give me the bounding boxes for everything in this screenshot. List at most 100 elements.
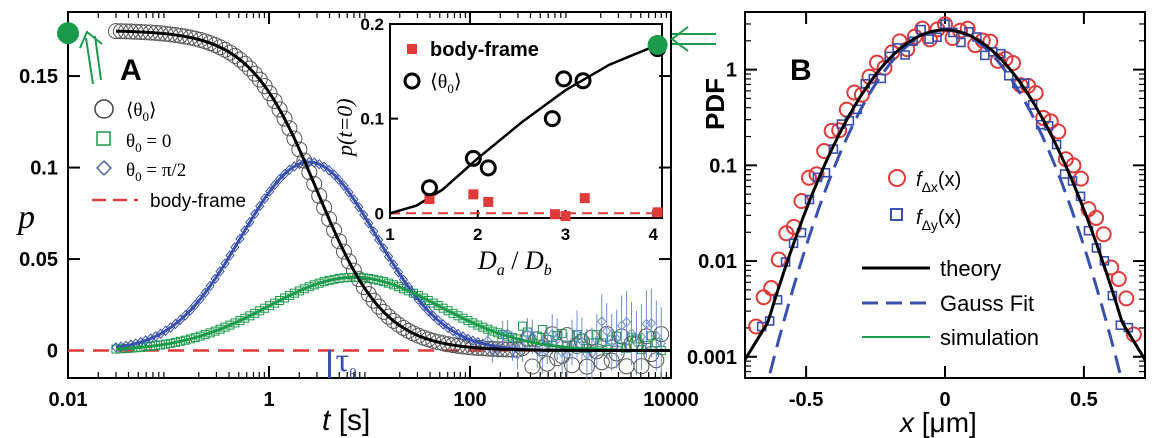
inset-theta-point — [420, 179, 438, 197]
f-dx-point — [1035, 109, 1052, 126]
y-tick-label: 0 — [47, 341, 58, 363]
theta0-avg-point — [286, 130, 303, 147]
panel-b-ticks: -0.5 0 0.5 0.001 0.01 0.1 1 — [687, 11, 1145, 411]
f-dx-point — [1088, 209, 1105, 226]
theta0-pi2-point — [502, 328, 513, 339]
theta0-zero-point — [230, 318, 240, 328]
theta0-avg-point — [360, 286, 377, 303]
inset-body-frame-point — [652, 207, 663, 218]
legend-theta0-pi2-label: θ0 = π/2 — [126, 160, 186, 184]
inset-frame — [389, 23, 663, 219]
inset-theta-point — [464, 149, 482, 167]
theta0-zero-point — [448, 308, 458, 318]
inset-x-tick-label: 1 — [385, 225, 394, 244]
inset-x-tick-label: 4 — [648, 225, 658, 244]
x-tick-label: 100 — [453, 389, 486, 411]
x-tick-label: 10000 — [643, 389, 699, 411]
inset-theta-point — [574, 72, 592, 90]
panel-b-xlabel: x [μm] — [898, 407, 977, 438]
f-dx-point — [1118, 290, 1135, 307]
legend-square-marker — [96, 131, 111, 146]
theta0-pi2-point — [602, 325, 612, 337]
legend-gauss-label: Gauss Fit — [940, 291, 1034, 316]
theta0-zero-point — [255, 306, 265, 316]
theta0-avg-point — [271, 101, 288, 118]
highlight-arrow-a — [79, 30, 103, 85]
panel-b-legend: fΔx(x) fΔy(x) theory Gauss Fit simulatio… — [862, 169, 1039, 350]
inset-legend-square — [407, 44, 417, 54]
inset-theta-point — [543, 110, 561, 128]
legend-square-marker-b — [890, 208, 903, 221]
theta0-zero-point — [517, 321, 527, 331]
theta0-zero-point — [284, 291, 294, 301]
inset-body-frame-point — [549, 209, 560, 220]
f-dy-point — [940, 19, 950, 30]
f-dy-point — [916, 24, 926, 35]
theta0-zero-point — [270, 298, 280, 308]
theta0-pi2-point — [364, 217, 374, 229]
inset-y-tick-label: 0.1 — [360, 110, 384, 129]
theta0-pi2-point — [230, 242, 240, 253]
gauss-fit-curve — [768, 28, 1122, 374]
inset-y-tick-label: 0.2 — [360, 15, 384, 34]
inset-legend-body-frame: body-frame — [430, 39, 539, 61]
f-dx-point — [1110, 271, 1127, 288]
f-dx-point — [755, 289, 772, 306]
theta0-zero-point — [473, 320, 483, 330]
theta0-avg-point — [301, 164, 318, 181]
theta0-avg-point — [380, 308, 397, 325]
inset-body-frame-point — [468, 189, 479, 200]
y-tick-label: 0.05 — [19, 249, 58, 271]
inset-theta-point — [555, 70, 573, 88]
legend-circle-marker — [94, 99, 114, 119]
inset-highlight-marker — [647, 34, 668, 55]
inset-body-frame-point — [424, 194, 435, 205]
panel-b-letter: B — [790, 54, 812, 87]
inset-x-tick-label: 3 — [561, 225, 570, 244]
f-dx-point — [770, 251, 787, 268]
theta0-avg-point — [370, 298, 387, 315]
f-dy-point — [956, 37, 966, 48]
panel-b-series — [743, 16, 1147, 374]
theta0-pi2-point — [369, 226, 379, 237]
theta0-zero-point — [468, 318, 478, 328]
theta0-avg-point — [331, 233, 348, 250]
theta0-avg-point — [246, 65, 263, 82]
theta0-zero-point — [428, 298, 438, 308]
theta0-zero-point — [235, 316, 245, 326]
theta0-avg-point — [217, 41, 234, 58]
theta0-zero-point — [245, 311, 255, 321]
theta0-zero-point — [289, 288, 299, 298]
inset-body-frame-point — [579, 193, 590, 204]
highlight-arrow-inset — [670, 26, 716, 52]
inset-body-frame-point — [560, 211, 571, 222]
f-dy-point — [980, 50, 990, 61]
panel-a-ylabel: p — [16, 199, 35, 236]
theta0-zero-point — [438, 303, 448, 313]
tau-theta-label: τθ — [336, 342, 357, 383]
x-tick-label: 1 — [263, 389, 274, 411]
theta0-avg-point — [335, 243, 352, 260]
panel-b: -0.5 0 0.5 0.001 0.01 0.1 1 B fΔx(x) fΔy(x) th… — [687, 11, 1147, 438]
theta0-avg-point — [291, 141, 308, 158]
panel-a-frame — [67, 11, 672, 379]
theta0-pi2-point — [522, 329, 533, 340]
f-dx-point — [748, 318, 765, 335]
panel-a-letter: A — [120, 54, 142, 87]
b-y-tick-label: 0.001 — [687, 347, 737, 369]
theta0-avg-point — [390, 316, 407, 333]
legend-simulation-label: simulation — [940, 325, 1039, 350]
theta0-pi2-point — [646, 317, 657, 329]
b-x-tick-label: 0 — [939, 389, 950, 411]
theta0-zero-point — [458, 313, 468, 323]
theta0-zero-point — [453, 311, 463, 321]
theta0-avg-point — [236, 55, 253, 72]
theta0-avg-point — [321, 211, 338, 228]
inset-ylabel: p(t=0) — [332, 98, 357, 158]
theta0-pi2-point — [631, 337, 642, 349]
inset-fit-curve — [389, 41, 663, 215]
theta0-pi2-point — [225, 250, 235, 261]
legend-theory-label: theory — [940, 256, 1001, 281]
theta0-zero-point — [240, 313, 250, 323]
